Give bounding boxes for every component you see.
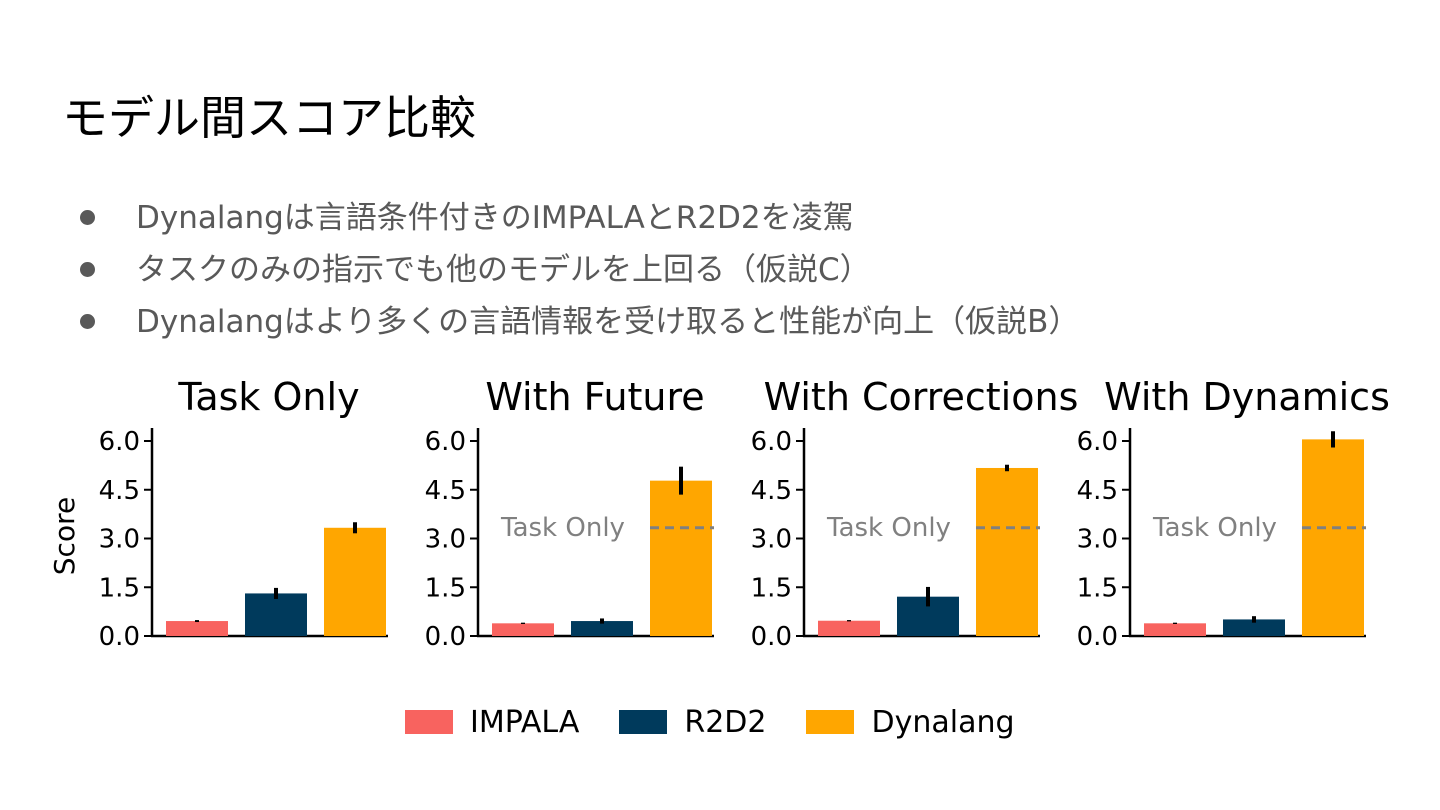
task-only-reference-label: Task Only (500, 513, 625, 543)
bullet-list: Dynalangは言語条件付きのIMPALAとR2D2を凌駕 タスクのみの指示で… (78, 192, 1079, 348)
y-tick-label: 6.0 (99, 427, 140, 457)
legend-label: Dynalang (871, 704, 1015, 740)
bullet-dot-icon (80, 262, 95, 277)
y-tick-label: 1.5 (1077, 573, 1118, 603)
bar-impala (166, 621, 228, 636)
y-tick-label: 1.5 (425, 573, 466, 603)
y-tick-label: 3.0 (751, 525, 792, 555)
score-comparison-chart: Score Task Only 0.0 1.5 3.0 4.5 6.0 With Future… (48, 375, 1390, 652)
bullet-text: タスクのみの指示でも他のモデルを上回る（仮説C） (136, 252, 871, 288)
y-tick-label: 4.5 (425, 476, 466, 506)
bullet-dot-icon (80, 314, 95, 329)
bullet-item: Dynalangは言語条件付きのIMPALAとR2D2を凌駕 (78, 192, 1079, 244)
y-tick-label: 3.0 (1077, 525, 1118, 555)
y-tick-label: 4.5 (99, 476, 140, 506)
bar-r2d2 (245, 593, 307, 636)
bar-dynalang (650, 480, 712, 636)
bullet-dot-icon (80, 210, 95, 225)
y-tick-label: 0.0 (1077, 622, 1118, 652)
bar-impala (1144, 623, 1206, 636)
task-only-reference-label: Task Only (826, 513, 951, 543)
bar-dynalang (976, 467, 1038, 636)
bar-dynalang (1302, 439, 1364, 636)
legend-swatch (405, 710, 453, 734)
slide-title: モデル間スコア比較 (62, 91, 476, 145)
legend-item-dynalang: Dynalang (806, 704, 1015, 740)
bullet-text: Dynalangは言語条件付きのIMPALAとR2D2を凌駕 (136, 200, 854, 236)
y-tick-label: 3.0 (99, 525, 140, 555)
y-tick-label: 0.0 (425, 622, 466, 652)
y-axis-label: Score (48, 497, 81, 575)
panel-title: Task Only (177, 375, 359, 419)
bar-r2d2 (571, 621, 633, 636)
legend-item-impala: IMPALA (405, 705, 579, 740)
bar-r2d2 (1223, 619, 1285, 636)
legend-swatch (619, 710, 668, 734)
y-tick-label: 0.0 (99, 622, 140, 652)
bar-impala (492, 623, 554, 636)
y-tick-label: 1.5 (751, 573, 792, 603)
y-tick-label: 0.0 (751, 622, 792, 652)
chart-legend: IMPALA R2D2 Dynalang (405, 702, 1055, 742)
y-tick-label: 1.5 (99, 573, 140, 603)
legend-swatch (806, 710, 855, 734)
panel-title: With Corrections (764, 375, 1079, 419)
bar-dynalang (324, 527, 386, 636)
y-tick-label: 6.0 (1077, 427, 1118, 457)
panel-title: With Dynamics (1104, 375, 1390, 419)
y-tick-label: 4.5 (1077, 476, 1118, 506)
task-only-reference-label: Task Only (1152, 513, 1277, 543)
bullet-item: Dynalangはより多くの言語情報を受け取ると性能が向上（仮説B） (78, 296, 1079, 348)
panel-title: With Future (485, 375, 704, 419)
bullet-text: Dynalangはより多くの言語情報を受け取ると性能が向上（仮説B） (136, 304, 1080, 340)
bullet-item: タスクのみの指示でも他のモデルを上回る（仮説C） (78, 244, 1079, 296)
y-tick-label: 4.5 (751, 476, 792, 506)
legend-label: R2D2 (684, 704, 767, 740)
legend-item-r2d2: R2D2 (619, 705, 766, 740)
bar-impala (818, 620, 880, 636)
legend-label: IMPALA (470, 704, 580, 740)
y-tick-label: 3.0 (425, 525, 466, 555)
y-tick-label: 6.0 (751, 427, 792, 457)
y-tick-label: 6.0 (425, 427, 466, 457)
